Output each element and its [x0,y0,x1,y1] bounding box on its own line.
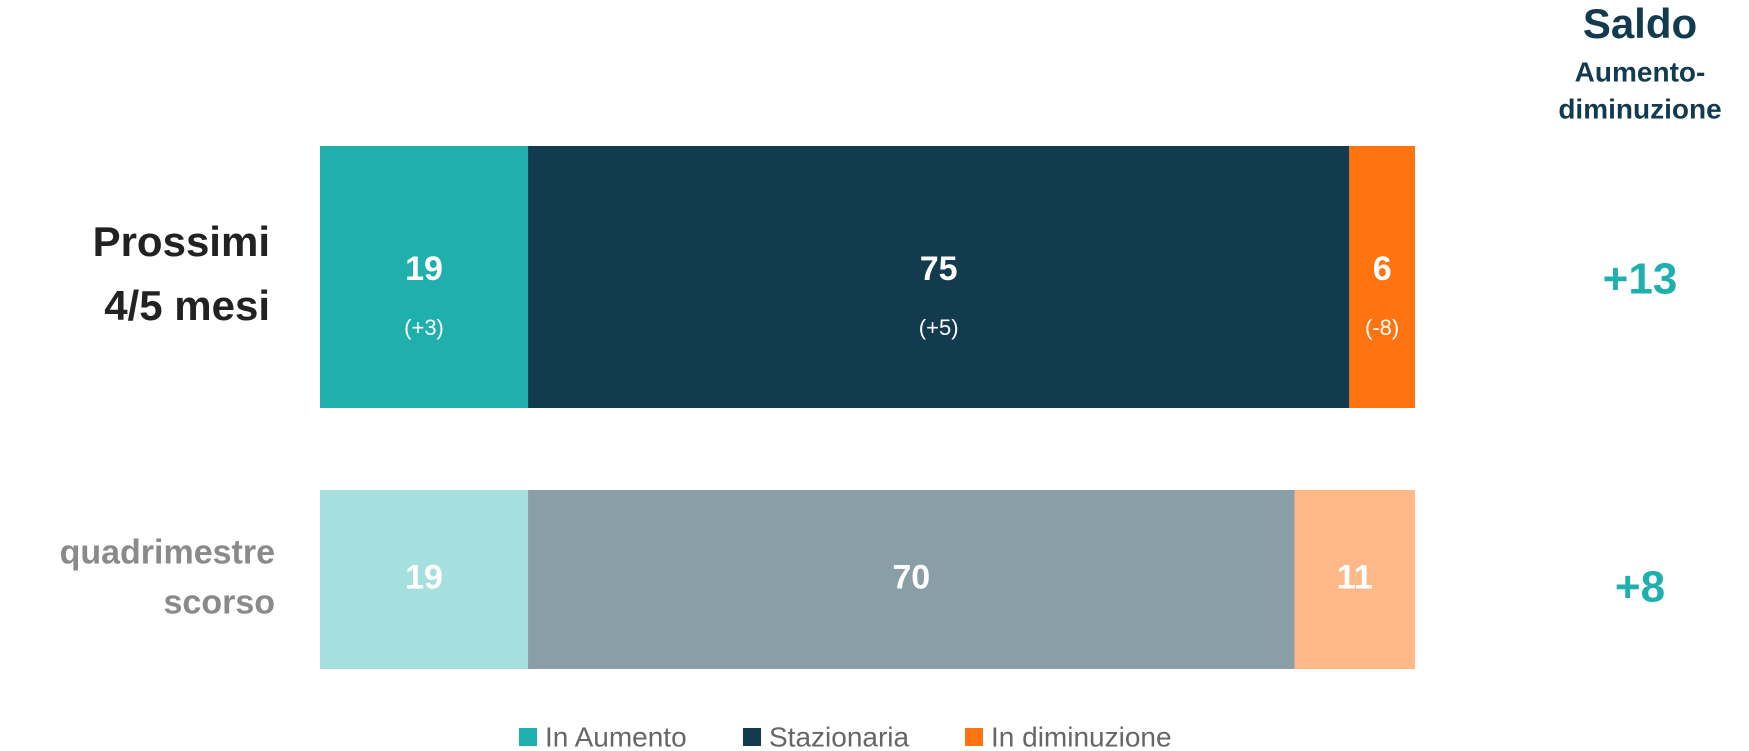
change-label: (+3) [404,315,444,340]
legend-label: Stazionaria [769,721,910,751]
balance-value: +8 [1615,563,1665,612]
legend-label: In Aumento [545,721,687,751]
bar-segment [528,490,1295,669]
bar-segment [320,146,529,408]
legend-swatch [743,728,761,746]
balance-subtitle: diminuzione [1558,93,1721,124]
value-label: 70 [892,558,930,596]
value-label: 6 [1373,250,1392,288]
category-label: 4/5 mesi [104,282,270,329]
bar-segment [320,490,529,669]
balance-title: Saldo [1583,0,1697,47]
change-label: (-8) [1365,315,1399,340]
bar-segment [1294,490,1415,669]
category-label: scorso [164,583,276,621]
legend-label: In diminuzione [991,721,1172,751]
balance-subtitle: Aumento- [1575,56,1706,87]
category-label: Prossimi [93,218,270,265]
value-label: 19 [405,558,443,596]
balance-value: +13 [1603,255,1678,304]
bar-segment [528,146,1350,408]
change-label: (+5) [919,315,959,340]
value-label: 11 [1337,558,1373,596]
legend-swatch [965,728,983,746]
bar-segment [1349,146,1415,408]
legend-swatch [519,728,537,746]
value-label: 19 [405,250,443,288]
value-label: 75 [920,250,958,288]
category-label: quadrimestre [60,533,275,571]
